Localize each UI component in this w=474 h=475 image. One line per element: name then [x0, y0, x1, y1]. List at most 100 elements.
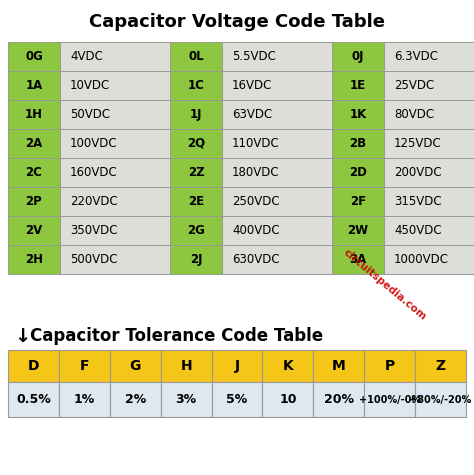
- Bar: [8, 100, 60, 129]
- Bar: [332, 158, 384, 187]
- Text: 2%: 2%: [125, 393, 146, 406]
- Text: 80VDC: 80VDC: [394, 108, 434, 121]
- Bar: [364, 382, 415, 417]
- Text: M: M: [332, 359, 346, 373]
- Text: 2A: 2A: [26, 137, 43, 150]
- Bar: [222, 71, 332, 100]
- Text: 20%: 20%: [324, 393, 354, 406]
- Text: 1000VDC: 1000VDC: [394, 253, 449, 266]
- Text: 2E: 2E: [188, 195, 204, 208]
- Bar: [384, 129, 474, 158]
- Bar: [415, 382, 466, 417]
- Text: 630VDC: 630VDC: [232, 253, 280, 266]
- Text: 200VDC: 200VDC: [394, 166, 442, 179]
- Bar: [384, 187, 474, 216]
- Text: G: G: [129, 359, 141, 373]
- Bar: [313, 350, 364, 382]
- Bar: [59, 350, 110, 382]
- Bar: [110, 350, 161, 382]
- Text: 2P: 2P: [26, 195, 42, 208]
- Text: 50VDC: 50VDC: [70, 108, 110, 121]
- Text: F: F: [80, 359, 89, 373]
- Text: 450VDC: 450VDC: [394, 224, 442, 237]
- Bar: [60, 158, 170, 187]
- Text: 2Z: 2Z: [188, 166, 204, 179]
- Text: 2J: 2J: [190, 253, 202, 266]
- Text: 16VDC: 16VDC: [232, 79, 273, 92]
- Bar: [384, 42, 474, 71]
- Text: H: H: [180, 359, 192, 373]
- Text: D: D: [27, 359, 39, 373]
- Bar: [222, 100, 332, 129]
- Bar: [222, 187, 332, 216]
- Text: 0G: 0G: [25, 50, 43, 63]
- Bar: [222, 216, 332, 245]
- Bar: [170, 100, 222, 129]
- Bar: [170, 216, 222, 245]
- Bar: [170, 129, 222, 158]
- Bar: [8, 42, 60, 71]
- Bar: [60, 245, 170, 274]
- Text: 4VDC: 4VDC: [70, 50, 103, 63]
- Bar: [211, 350, 263, 382]
- Text: 63VDC: 63VDC: [232, 108, 272, 121]
- Text: 2W: 2W: [347, 224, 369, 237]
- Bar: [161, 350, 211, 382]
- Text: K: K: [283, 359, 293, 373]
- Text: 6.3VDC: 6.3VDC: [394, 50, 438, 63]
- Bar: [161, 382, 211, 417]
- Bar: [8, 350, 59, 382]
- Bar: [332, 245, 384, 274]
- Bar: [8, 245, 60, 274]
- Bar: [60, 71, 170, 100]
- Text: 2V: 2V: [26, 224, 43, 237]
- Bar: [332, 187, 384, 216]
- Bar: [222, 42, 332, 71]
- Bar: [263, 382, 313, 417]
- Text: 350VDC: 350VDC: [70, 224, 118, 237]
- Bar: [8, 158, 60, 187]
- Text: +100%/-0%: +100%/-0%: [359, 395, 421, 405]
- Text: 500VDC: 500VDC: [70, 253, 118, 266]
- Text: 250VDC: 250VDC: [232, 195, 280, 208]
- Bar: [364, 350, 415, 382]
- Text: 220VDC: 220VDC: [70, 195, 118, 208]
- Text: 2B: 2B: [349, 137, 366, 150]
- Bar: [332, 71, 384, 100]
- Text: 2D: 2D: [349, 166, 367, 179]
- Text: 25VDC: 25VDC: [394, 79, 434, 92]
- Text: 5%: 5%: [227, 393, 247, 406]
- Text: P: P: [384, 359, 395, 373]
- Bar: [384, 71, 474, 100]
- Text: 2F: 2F: [350, 195, 366, 208]
- Bar: [8, 382, 59, 417]
- Bar: [332, 100, 384, 129]
- Bar: [8, 216, 60, 245]
- Bar: [170, 42, 222, 71]
- Bar: [384, 158, 474, 187]
- Text: 2H: 2H: [25, 253, 43, 266]
- Text: +80%/-20%: +80%/-20%: [410, 395, 472, 405]
- Bar: [8, 187, 60, 216]
- Bar: [8, 129, 60, 158]
- Bar: [384, 216, 474, 245]
- Bar: [384, 100, 474, 129]
- Bar: [332, 129, 384, 158]
- Text: J: J: [235, 359, 239, 373]
- Bar: [170, 158, 222, 187]
- Text: 315VDC: 315VDC: [394, 195, 442, 208]
- Bar: [60, 216, 170, 245]
- Bar: [415, 350, 466, 382]
- Text: 1K: 1K: [349, 108, 366, 121]
- Text: Capacitor Tolerance Code Table: Capacitor Tolerance Code Table: [30, 327, 323, 345]
- Text: 0.5%: 0.5%: [16, 393, 51, 406]
- Text: 1%: 1%: [74, 393, 95, 406]
- Text: 2C: 2C: [26, 166, 43, 179]
- Text: 2G: 2G: [187, 224, 205, 237]
- Bar: [332, 42, 384, 71]
- Bar: [110, 382, 161, 417]
- Bar: [60, 187, 170, 216]
- Text: 3%: 3%: [175, 393, 197, 406]
- Bar: [222, 129, 332, 158]
- Text: 110VDC: 110VDC: [232, 137, 280, 150]
